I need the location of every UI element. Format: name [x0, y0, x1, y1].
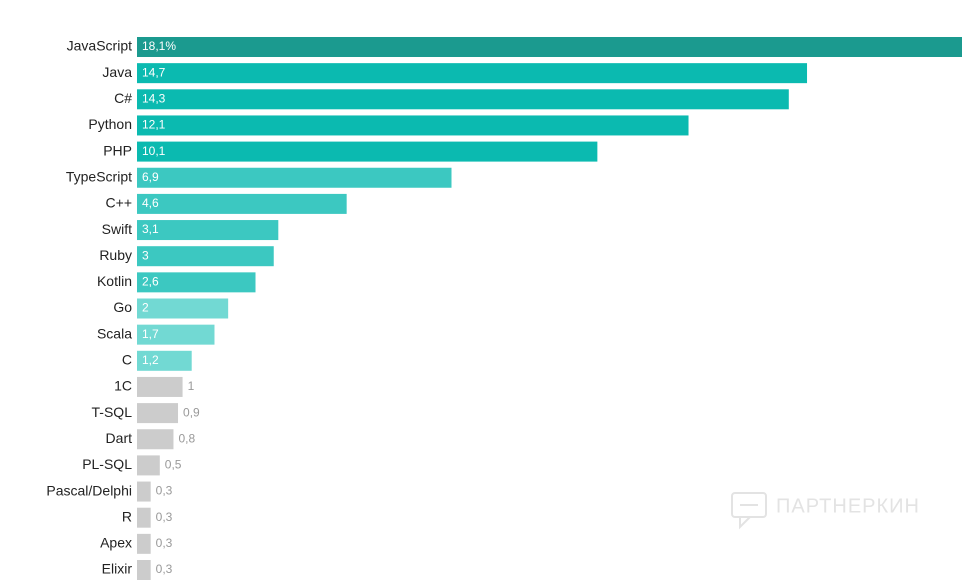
category-label: Apex — [100, 535, 132, 551]
value-label: 0,8 — [178, 431, 195, 445]
category-label: JavaScript — [67, 38, 132, 54]
value-label: 0,3 — [156, 562, 173, 576]
bar — [137, 89, 789, 110]
value-label: 10,1 — [142, 144, 166, 158]
bar — [137, 37, 962, 57]
value-label: 18,1% — [142, 39, 176, 53]
bar — [137, 115, 689, 136]
value-label: 14,3 — [142, 91, 166, 105]
category-label: C# — [114, 90, 132, 106]
bar — [137, 403, 179, 424]
bar — [137, 141, 598, 162]
category-label: Scala — [97, 325, 132, 341]
bar — [137, 560, 151, 580]
category-label: Pascal/Delphi — [46, 482, 132, 498]
category-label: T-SQL — [92, 404, 133, 420]
bar — [137, 167, 452, 188]
category-label: Kotlin — [97, 273, 132, 289]
category-label: Dart — [106, 430, 133, 446]
value-label: 0,3 — [156, 510, 173, 524]
bar — [137, 429, 174, 450]
value-label: 1 — [188, 379, 195, 393]
bar — [137, 298, 229, 319]
category-label: Go — [113, 299, 132, 315]
bar — [137, 455, 160, 476]
bar — [137, 376, 183, 397]
value-label: 1,7 — [142, 327, 159, 341]
category-label: 1C — [114, 378, 132, 394]
value-label: 2,6 — [142, 275, 159, 289]
category-label: Elixir — [102, 561, 133, 577]
watermark-logo — [731, 492, 767, 530]
category-label: PHP — [103, 142, 132, 158]
bar — [137, 246, 274, 267]
value-label: 2 — [142, 301, 149, 315]
bar — [137, 63, 808, 84]
bar — [137, 324, 215, 345]
value-label: 0,3 — [156, 536, 173, 550]
bar — [137, 350, 192, 371]
category-label: C++ — [106, 195, 132, 211]
watermark: ПАРТНЕРКИН — [776, 495, 920, 517]
category-label: R — [122, 508, 132, 524]
value-label: 0,3 — [156, 484, 173, 498]
value-label: 1,2 — [142, 353, 159, 367]
value-label: 0,5 — [165, 458, 182, 472]
category-label: TypeScript — [66, 168, 132, 184]
category-label: Python — [88, 116, 132, 132]
value-label: 3,1 — [142, 222, 159, 236]
bar — [137, 220, 279, 241]
category-label: PL-SQL — [82, 456, 132, 472]
category-label: Ruby — [99, 247, 132, 263]
category-label: Java — [102, 64, 132, 80]
bar — [137, 533, 151, 554]
bar — [137, 272, 256, 293]
value-label: 6,9 — [142, 170, 159, 184]
category-label: C — [122, 352, 132, 368]
value-label: 14,7 — [142, 65, 166, 79]
value-label: 12,1 — [142, 118, 166, 132]
bar — [137, 193, 347, 214]
value-label: 0,9 — [183, 405, 200, 419]
value-label: 3 — [142, 248, 149, 262]
bar — [137, 507, 151, 528]
bar — [137, 481, 151, 502]
category-label: Swift — [102, 221, 132, 237]
value-label: 4,6 — [142, 196, 159, 210]
